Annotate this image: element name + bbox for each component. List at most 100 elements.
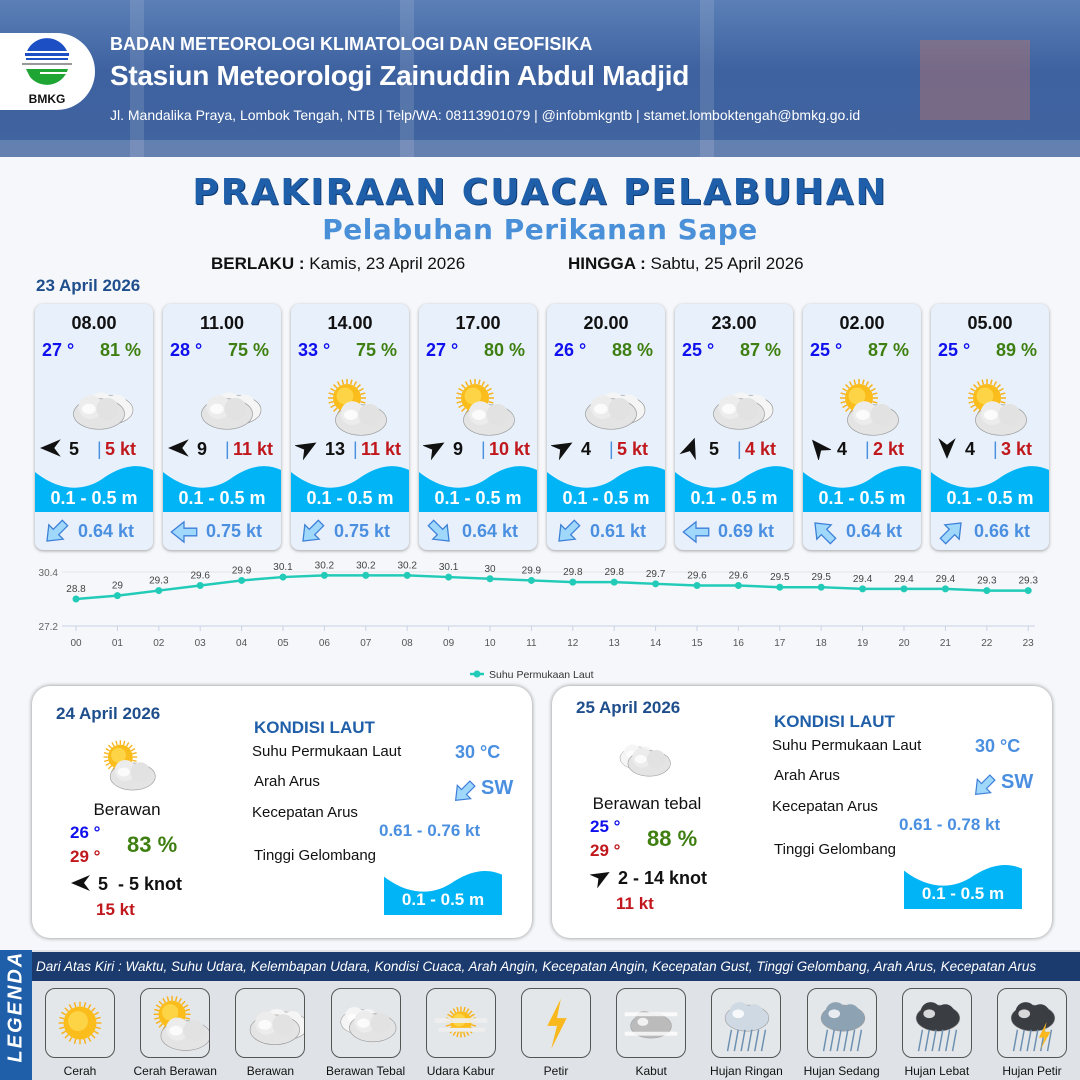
- data-label: 29.6: [729, 571, 749, 582]
- separator: |: [609, 439, 614, 459]
- wave-background: [291, 462, 409, 512]
- wind-info: 9 | 11 kt: [167, 436, 279, 462]
- data-label: 29.9: [522, 565, 542, 576]
- petir-weather-icon: [547, 998, 567, 1050]
- current-info: 0.69 kt: [680, 518, 790, 544]
- data-point: [610, 578, 618, 586]
- gust-speed: 5 kt: [617, 439, 649, 459]
- legend-item-cerah-berawan: [140, 988, 211, 1058]
- gust-speed: 3 kt: [1001, 439, 1033, 459]
- legend-item-label: Kabut: [635, 1064, 667, 1078]
- wave-height: 0.1 - 0.5 m: [921, 884, 1005, 903]
- humidity: 81 %: [99, 340, 141, 360]
- data-label: 29.4: [936, 574, 956, 585]
- forecast-time: 08.00: [71, 313, 117, 333]
- forecast-time: 11.00: [199, 313, 245, 333]
- wave-height: 0.1 - 0.5 m: [434, 488, 522, 508]
- humidity: 75 %: [227, 340, 269, 360]
- forecast-card-23.00: 23.00 25 ° 87 % 5 | 4 kt 0.1 - 0.5 m 0.69 kt: [675, 304, 793, 550]
- sst-line: [75, 574, 1029, 601]
- wind-info: 5 | 5 kt: [39, 436, 151, 462]
- forecast-time: 02.00: [839, 313, 885, 333]
- x-tick-label: 21: [940, 638, 952, 649]
- legend-item-label: Berawan Tebal: [326, 1064, 406, 1078]
- wind-speed-range: 5 - 5 knot: [98, 874, 183, 894]
- valid-from: BERLAKU : Kamis, 23 April 2026: [211, 254, 465, 274]
- current-info: 0.75 kt: [168, 518, 278, 544]
- data-label: 29.7: [646, 569, 666, 580]
- wave-background: [35, 462, 153, 512]
- legend-item-label: Udara Kabur: [426, 1064, 495, 1078]
- data-point: [486, 575, 494, 583]
- wind-direction-arrow-icon: [422, 442, 445, 461]
- current-direction-arrow-icon: [682, 520, 710, 544]
- forecast-card-14.00: 14.00 33 ° 75 % 13 | 11 kt 0.1 - 0.5 m 0.75 kt: [291, 304, 409, 550]
- x-tick-label: 10: [484, 638, 496, 649]
- wind-speed-range: 2 - 14 knot: [618, 868, 708, 888]
- gust-speed: 10 kt: [489, 439, 531, 459]
- humidity: 87 %: [739, 340, 781, 360]
- x-tick-label: 22: [981, 638, 993, 649]
- hujan-ringan-weather-icon: [725, 1002, 770, 1052]
- data-point: [113, 592, 121, 600]
- current-speed-label: Kecepatan Arus: [772, 798, 878, 815]
- air-temperature: 26 °: [554, 340, 587, 360]
- wind-direction-arrow-icon: [811, 439, 832, 462]
- data-label: 29.4: [894, 574, 914, 585]
- logo-text: BMKG: [29, 92, 66, 106]
- legend-item-label: Hujan Ringan: [710, 1064, 783, 1078]
- forecast-time: 17.00: [455, 313, 501, 333]
- weather-condition: [54, 372, 134, 442]
- air-temperature: 25 °: [682, 340, 715, 360]
- sst-value: 30 °C: [975, 736, 1021, 756]
- current-direction: SW: [481, 777, 514, 799]
- data-point: [817, 583, 825, 591]
- contact-info: Jl. Mandalika Praya, Lombok Tengah, NTB …: [110, 107, 861, 123]
- wind-info: 4 | 5 kt: [550, 436, 663, 462]
- wind-direction-arrow-icon: [294, 442, 317, 461]
- berawan-weather-icon: [201, 392, 262, 430]
- legend-side-bar: [0, 950, 32, 1080]
- wind-info: 4 | 2 kt: [807, 436, 919, 462]
- x-tick-label: 08: [402, 638, 414, 649]
- x-tick-label: 16: [733, 638, 745, 649]
- wave-shape: [904, 864, 1022, 909]
- legend-item-cerah: [45, 988, 115, 1058]
- forecast-card-02.00: 02.00 25 ° 87 % 4 | 2 kt 0.1 - 0.5 m 0.64 kt: [803, 304, 921, 550]
- legend-item-label: Cerah: [63, 1064, 97, 1078]
- wave-background: [931, 462, 1049, 512]
- x-tick-label: 09: [443, 638, 455, 649]
- wave-height: 0.1 - 0.5 m: [946, 488, 1034, 508]
- separator: |: [481, 439, 486, 459]
- humidity: 88 %: [611, 340, 653, 360]
- weather-condition: [566, 372, 646, 442]
- data-point: [734, 582, 742, 589]
- weather-condition: [182, 372, 262, 442]
- gust-speed: 2 kt: [873, 439, 905, 459]
- current-direction-icon-wrap: [451, 779, 477, 810]
- legend-marker: [473, 670, 481, 678]
- wave-shape: [931, 466, 1049, 512]
- x-tick-label: 00: [70, 638, 82, 649]
- wind-direction-arrow-icon: [40, 439, 61, 457]
- current-speed: 0.64 kt: [78, 521, 135, 541]
- legend-item-berawan: [235, 988, 309, 1058]
- x-tick-label: 11: [526, 638, 537, 649]
- data-label: 30.2: [315, 560, 335, 571]
- forecast-time: 20.00: [583, 313, 629, 333]
- cerah-weather-icon: [58, 1001, 102, 1045]
- agency-name: BADAN METEOROLOGI KLIMATOLOGI DAN GEOFIS…: [110, 34, 593, 54]
- current-speed-label: Kecepatan Arus: [252, 804, 358, 821]
- legend-item-label: Hujan Sedang: [803, 1064, 880, 1078]
- current-direction-arrow-icon: [558, 519, 581, 542]
- station-name: Stasiun Meteorologi Zainuddin Abdul Madj…: [110, 60, 689, 91]
- wind-speed: 5: [69, 439, 80, 459]
- weather-condition: [438, 372, 518, 442]
- wind-info: 2 - 14 knot: [589, 866, 790, 890]
- cerah-berawan-weather-icon: [968, 379, 1027, 436]
- wind-info: 5 | 4 kt: [679, 436, 791, 462]
- current-info: 0.64 kt: [40, 518, 150, 544]
- valid-to: HINGGA : Sabtu, 25 April 2026: [568, 254, 804, 274]
- data-label: 30.2: [397, 560, 417, 571]
- wave-height: 0.1 - 0.5 m: [178, 488, 266, 508]
